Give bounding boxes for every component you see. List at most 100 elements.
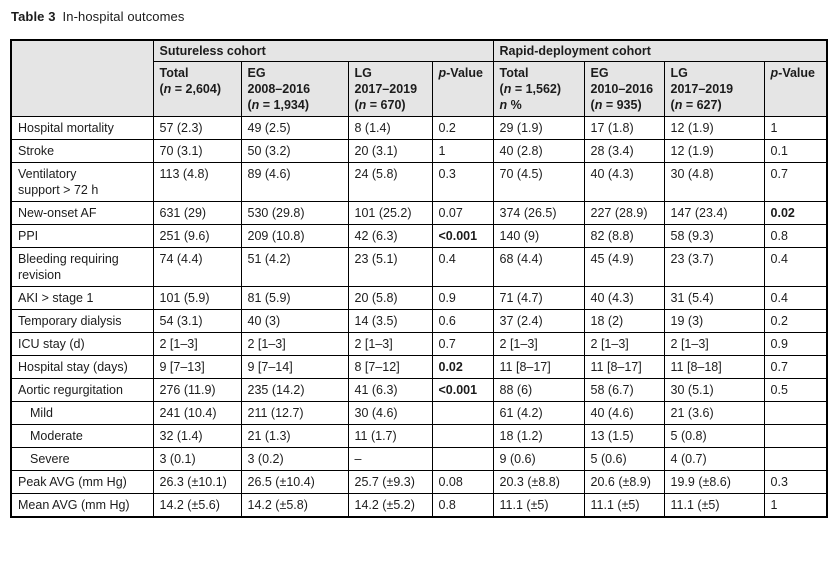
cell: 24 (5.8) [347,162,433,202]
row-label: ICU stay (d) [10,332,154,356]
row-label: Stroke [10,139,154,163]
cell: 4 (0.7) [663,447,765,471]
table-row: Stroke 70 (3.1) 50 (3.2) 20 (3.1) 1 40 (2.8) 2… [10,139,828,163]
row-label: New-onset AF [10,201,154,225]
cell: 82 (8.8) [583,224,665,248]
table-row: Peak AVG (mm Hg) 26.3 (±10.1) 26.5 (±10.4)… [10,470,828,494]
row-label: Aortic regurgitation [10,378,154,402]
cell: 0.8 [431,493,494,518]
cell: 3 (0.2) [240,447,349,471]
cell: 101 (25.2) [347,201,433,225]
column-header: LG 2017–2019 (n = 627) [663,61,765,117]
cell: 0.2 [763,309,828,333]
cell: 11.1 (±5) [492,493,585,518]
cell: 0.4 [431,247,494,287]
cell: 57 (2.3) [152,116,242,140]
cell: 20 (3.1) [347,139,433,163]
cell: 2 [1–3] [240,332,349,356]
table-body: Hospital mortality 57 (2.3) 49 (2.5) 8 (1.4… [10,116,828,518]
cell: 58 (9.3) [663,224,765,248]
cell: 5 (0.8) [663,424,765,448]
cell: 58 (6.7) [583,378,665,402]
cell: 45 (4.9) [583,247,665,287]
cell: 13 (1.5) [583,424,665,448]
table-row: New-onset AF 631 (29) 530 (29.8) 101 (25.2)… [10,201,828,225]
cell: 5 (0.6) [583,447,665,471]
cell: 23 (5.1) [347,247,433,287]
table-row: ICU stay (d) 2 [1–3] 2 [1–3] 2 [1–3] 0.7 2 [1… [10,332,828,356]
cell [763,424,828,448]
table-row: Severe 3 (0.1) 3 (0.2) – 9 (0.6) 5 (0.6) 4 (0.… [10,447,828,471]
table-row: Moderate 32 (1.4) 21 (1.3) 11 (1.7) 18 (1.2)… [10,424,828,448]
cell: 0.02 [431,355,494,379]
table-caption-label: Table 3 [11,9,56,24]
cell: 2 [1–3] [152,332,242,356]
group-header-row: Sutureless cohort Rapid-deployment cohort [10,39,828,117]
cell: 14.2 (±5.2) [347,493,433,518]
table-row: Hospital mortality 57 (2.3) 49 (2.5) 8 (1.4… [10,116,828,140]
column-header-row: Total (n = 2,604) EG 2008–2016 (n = 1,934) LG… [11,61,828,117]
cell: 251 (9.6) [152,224,242,248]
cell: 89 (4.6) [240,162,349,202]
table-row: Ventilatory support > 72 h 113 (4.8) 89 (4… [10,162,828,202]
cell: 68 (4.4) [492,247,585,287]
cell: 0.07 [431,201,494,225]
cell: 18 (2) [583,309,665,333]
page: Table 3 In-hospital outcomes Sutureless c… [10,9,829,518]
column-header: p-Value [763,61,828,117]
cell: 8 (1.4) [347,116,433,140]
cell: <0.001 [431,224,494,248]
cell: <0.001 [431,378,494,402]
cell: 241 (10.4) [152,401,242,425]
cell [431,424,494,448]
cell: 101 (5.9) [152,286,242,310]
cell: 0.6 [431,309,494,333]
row-label: Mean AVG (mm Hg) [10,493,154,518]
cell: 0.3 [763,470,828,494]
cell: 0.8 [763,224,828,248]
cell: 40 (4.3) [583,162,665,202]
cell: 32 (1.4) [152,424,242,448]
cell: 235 (14.2) [240,378,349,402]
cell: 0.1 [763,139,828,163]
column-header: p-Value [431,61,494,117]
cell: 1 [431,139,494,163]
table-row: Mean AVG (mm Hg) 14.2 (±5.6) 14.2 (±5.8) 14… [10,493,828,518]
cell: 40 (2.8) [492,139,585,163]
cohort-group-header: Rapid-deployment cohort [492,39,828,62]
cell: 530 (29.8) [240,201,349,225]
cell: 26.3 (±10.1) [152,470,242,494]
cell: 70 (3.1) [152,139,242,163]
column-header: EG 2008–2016 (n = 1,934) [240,61,349,117]
row-label: Mild [10,401,154,425]
cell: 50 (3.2) [240,139,349,163]
cell: 14.2 (±5.6) [152,493,242,518]
column-header: Total (n = 1,562) n % [492,61,585,117]
cell: 41 (6.3) [347,378,433,402]
cell: 26.5 (±10.4) [240,470,349,494]
table-row: Bleeding requiring revision 74 (4.4) 51 (4… [10,247,828,287]
cell: 0.2 [431,116,494,140]
cell: 11 [8–18] [663,355,765,379]
row-label: Bleeding requiring revision [10,247,154,287]
cell: 37 (2.4) [492,309,585,333]
cell: 54 (3.1) [152,309,242,333]
row-label: Peak AVG (mm Hg) [10,470,154,494]
cell: 12 (1.9) [663,139,765,163]
table-row: PPI 251 (9.6) 209 (10.8) 42 (6.3) <0.001 140 … [10,224,828,248]
cell: 81 (5.9) [240,286,349,310]
column-header: LG 2017–2019 (n = 670) [347,61,433,117]
cell: 28 (3.4) [583,139,665,163]
table-row: Hospital stay (days) 9 [7–13] 9 [7–14] 8 [7… [10,355,828,379]
cell: 3 (0.1) [152,447,242,471]
cell: 0.9 [763,332,828,356]
cell: 11 [8–17] [492,355,585,379]
cell: 29 (1.9) [492,116,585,140]
cell [431,401,494,425]
table-row: AKI > stage 1 101 (5.9) 81 (5.9) 20 (5.8) 0.… [10,286,828,310]
cell: 2 [1–3] [663,332,765,356]
cell: 0.9 [431,286,494,310]
cell: 0.5 [763,378,828,402]
cell: 8 [7–12] [347,355,433,379]
cell: 20.6 (±8.9) [583,470,665,494]
